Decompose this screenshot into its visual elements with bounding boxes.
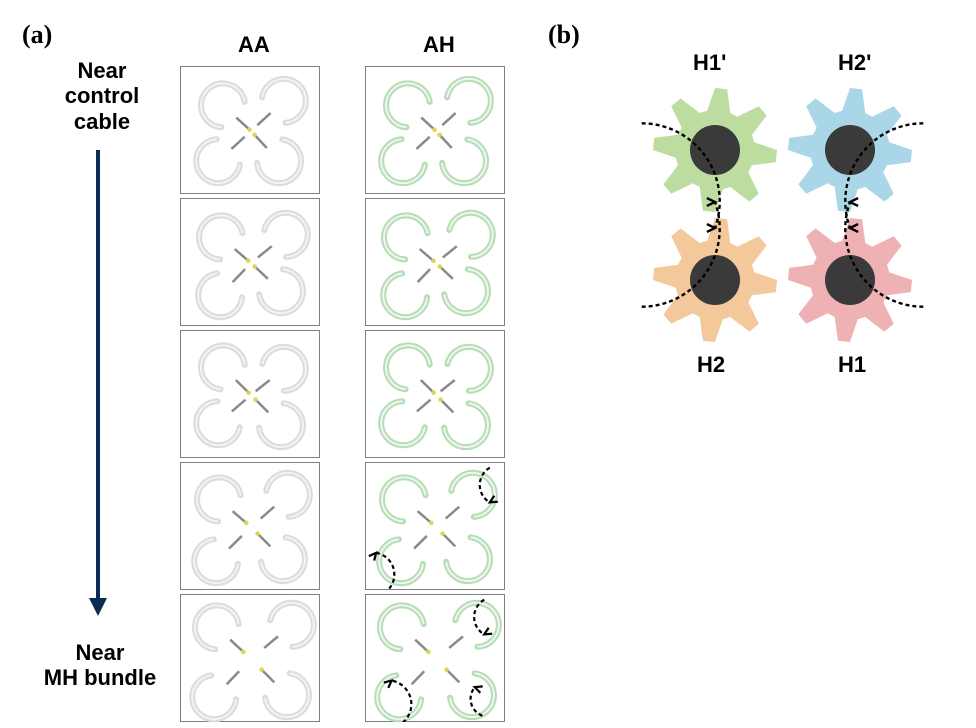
side-label-top-l3: cable — [74, 109, 130, 134]
gear-H2p — [788, 88, 912, 212]
direction-arrow-head — [89, 598, 107, 616]
side-label-bottom-l1: Near — [76, 640, 125, 665]
gear-arc-H1 — [845, 202, 923, 307]
gear-arc-H1p — [642, 123, 720, 228]
side-label-bottom: Near MH bundle — [10, 640, 190, 691]
col-header-aa: AA — [238, 32, 270, 58]
helix-cell — [180, 462, 320, 590]
helix-cell — [365, 594, 505, 722]
gear-hub-H1p — [690, 125, 740, 175]
helix-cell — [365, 462, 505, 590]
gear-label-H2p: H2' — [838, 50, 871, 76]
gear-H1 — [788, 218, 912, 342]
helix-cell — [365, 198, 505, 326]
side-label-top-l1: Near — [78, 58, 127, 83]
gear-hub-H2 — [690, 255, 740, 305]
col-header-ah: AH — [423, 32, 455, 58]
panel-a-label: (a) — [22, 20, 52, 50]
gear-label-H1p: H1' — [693, 50, 726, 76]
helix-cell — [365, 330, 505, 458]
side-label-bottom-l2: MH bundle — [44, 665, 156, 690]
helix-cell — [180, 594, 320, 722]
side-label-top: Near control cable — [42, 58, 162, 134]
gear-hub-H2p — [825, 125, 875, 175]
gear-label-H1: H1 — [838, 352, 866, 378]
gear-arc-H2 — [642, 202, 720, 307]
helix-cell — [365, 66, 505, 194]
gear-H1p — [653, 88, 777, 212]
helix-cell — [180, 330, 320, 458]
panel-b-label: (b) — [548, 20, 580, 50]
gear-hub-H1 — [825, 255, 875, 305]
helix-cell — [180, 66, 320, 194]
gear-arc-H2p — [845, 123, 923, 228]
direction-arrow-line — [96, 150, 100, 600]
gear-diagram — [560, 20, 976, 420]
gear-label-H2: H2 — [697, 352, 725, 378]
gear-H2 — [653, 218, 777, 342]
helix-cell — [180, 198, 320, 326]
side-label-top-l2: control — [65, 83, 140, 108]
